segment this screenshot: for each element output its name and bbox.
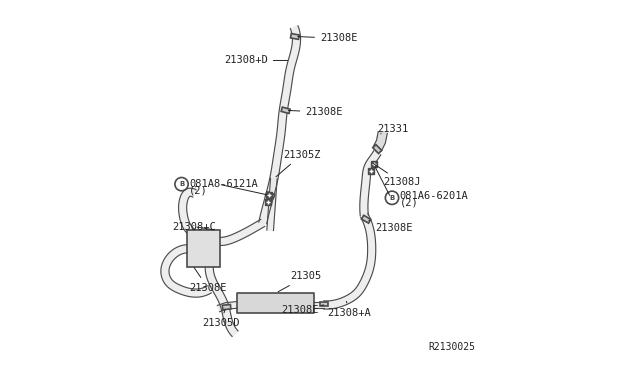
Polygon shape: [314, 302, 324, 308]
Polygon shape: [259, 26, 301, 224]
Bar: [222, 305, 231, 310]
Bar: [291, 33, 300, 39]
Text: B: B: [179, 181, 184, 187]
Polygon shape: [323, 214, 376, 309]
Bar: [266, 192, 275, 199]
Text: 21305Z: 21305Z: [276, 150, 321, 177]
Polygon shape: [218, 302, 237, 312]
Polygon shape: [373, 132, 387, 151]
Bar: [319, 302, 328, 307]
Text: 21308+C: 21308+C: [172, 222, 216, 232]
Text: 081A8-6121A: 081A8-6121A: [189, 179, 258, 189]
Text: 21305: 21305: [278, 272, 322, 292]
Bar: [281, 107, 290, 113]
Polygon shape: [360, 151, 381, 216]
Text: R2130025: R2130025: [428, 342, 475, 352]
Text: 21308+D: 21308+D: [224, 55, 288, 65]
Text: B: B: [389, 195, 395, 201]
Text: 21308E: 21308E: [281, 305, 324, 315]
Text: 21308E: 21308E: [369, 220, 413, 234]
Polygon shape: [267, 179, 277, 231]
Polygon shape: [205, 267, 238, 336]
Text: (2): (2): [189, 185, 207, 195]
Bar: [372, 145, 381, 154]
Text: 21308+A: 21308+A: [328, 301, 371, 318]
Text: 21308E: 21308E: [189, 268, 227, 292]
Text: 21308E: 21308E: [298, 33, 358, 43]
Bar: [237, 293, 314, 313]
Text: 21308E: 21308E: [289, 107, 343, 117]
Polygon shape: [161, 245, 211, 297]
Bar: [362, 215, 371, 223]
Text: 081A6-6201A: 081A6-6201A: [399, 191, 468, 201]
Text: (2): (2): [399, 198, 418, 208]
Text: 21308J: 21308J: [373, 164, 420, 187]
Bar: [187, 230, 220, 267]
Text: 21305D: 21305D: [202, 310, 239, 328]
Text: 21331: 21331: [377, 124, 408, 134]
Polygon shape: [179, 188, 265, 246]
